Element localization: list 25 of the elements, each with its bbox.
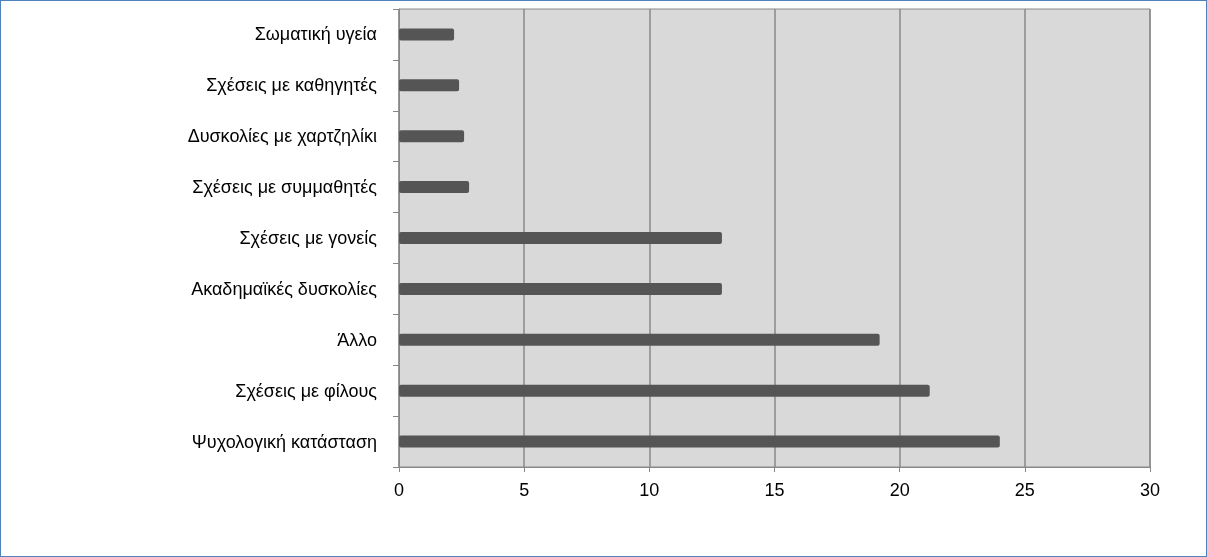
x-tick-label: 5 [519, 480, 530, 500]
y-tick-label: Σχέσεις με γονείς [239, 228, 378, 248]
x-tick-label: 0 [393, 480, 405, 500]
y-tick-label: Άλλο [337, 329, 377, 350]
bar [399, 333, 880, 346]
x-tick-label: 10 [639, 480, 660, 500]
bar [399, 130, 465, 143]
x-tick-label: 25 [1014, 480, 1035, 500]
bar [399, 28, 455, 41]
y-tick-label: Ψυχολογική κατάσταση [191, 431, 377, 452]
y-tick-label: Σχέσεις με συμμαθητές [192, 177, 378, 198]
x-tick-label: 20 [889, 480, 910, 500]
x-tick-label: 30 [1139, 480, 1161, 500]
y-tick-label: Σχέσεις με φίλους [235, 380, 378, 401]
bar [399, 282, 722, 295]
y-tick-label: Ακαδημαϊκές δυσκολίες [191, 278, 378, 299]
y-tick-label: Δυσκολίες με χαρτζηλίκι [187, 126, 377, 147]
x-tick-label: 15 [764, 480, 785, 500]
bar [399, 384, 930, 397]
y-tick-label: Σχέσεις με καθηγητές [206, 75, 378, 96]
y-tick-label: Σωματική υγεία [254, 24, 377, 45]
bar [399, 435, 1000, 448]
bar [399, 181, 470, 194]
bar [399, 79, 460, 92]
bar [399, 232, 722, 244]
